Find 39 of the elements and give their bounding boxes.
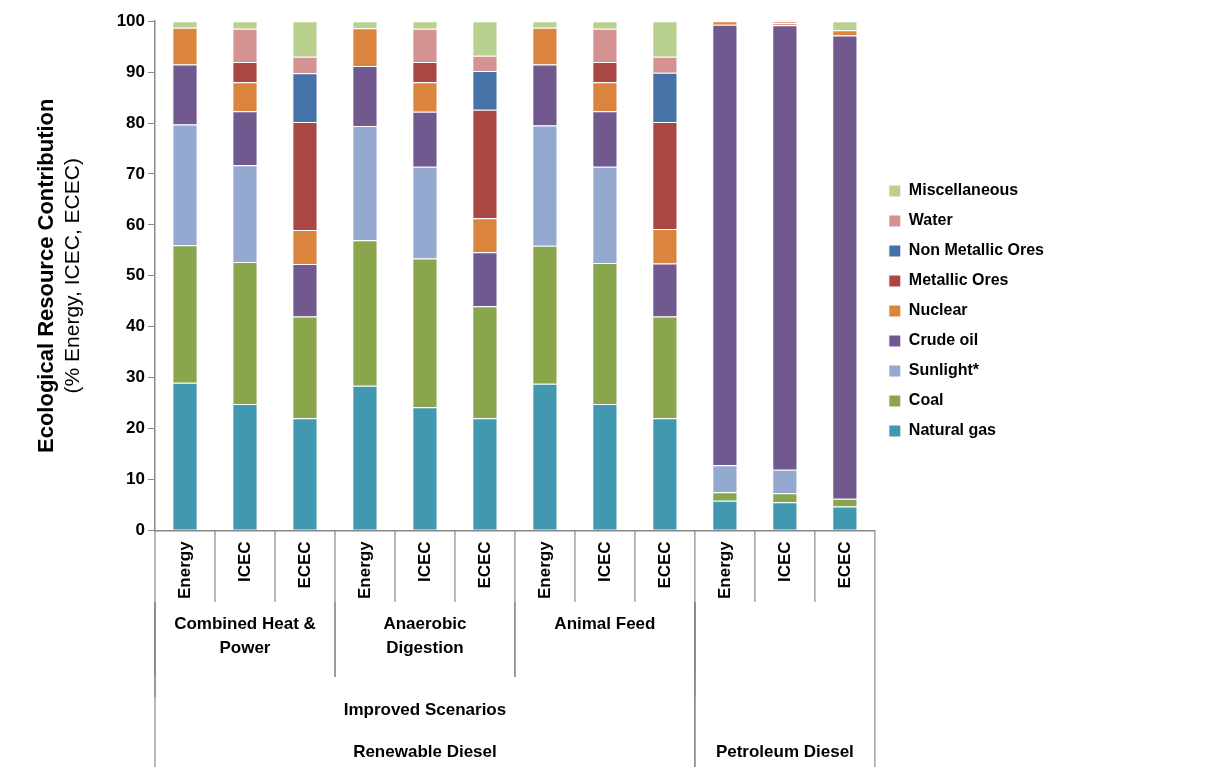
y-tick-label: 20 — [126, 418, 145, 438]
y-tick-label: 40 — [126, 316, 145, 336]
legend-label: Coal — [908, 391, 944, 409]
x-tick-label: ICEC — [414, 541, 434, 582]
x-tick-label: ECEC — [474, 541, 494, 589]
x-tick-label: Energy — [354, 540, 374, 600]
y-tick-label: 70 — [126, 163, 145, 183]
y-tick-label: 90 — [126, 61, 145, 81]
x-tick-label: ICEC — [234, 541, 254, 582]
y-tick-label: 50 — [126, 265, 145, 285]
y-tick-label: 80 — [126, 112, 145, 132]
legend-label: Water — [908, 211, 953, 229]
x-tick-label: ECEC — [834, 541, 854, 589]
legend-label: Nuclear — [908, 301, 968, 319]
text: Petroleum Diesel — [715, 741, 854, 761]
y-tick-label: 60 — [126, 214, 145, 234]
legend-label: Miscellaneous — [908, 181, 1019, 199]
x-tick-label: ECEC — [654, 541, 674, 589]
y-tick-label: 0 — [135, 520, 145, 540]
y-axis-title: Ecological Resource Contribution (% Energy, ICEC, ECEC) — [33, 98, 83, 454]
legend-label: Sunlight* — [908, 361, 980, 379]
legend-label: Crude oil — [908, 331, 979, 349]
text: Combined Heat & Power — [174, 613, 316, 657]
y-tick-label: 10 — [126, 469, 145, 489]
legend-label: Non Metallic Ores — [908, 241, 1045, 259]
text: Anaerobic Digestion — [383, 613, 467, 657]
text: Renewable Diesel — [353, 741, 497, 761]
x-tick-label: ECEC — [294, 541, 314, 589]
x-tick-label: ICEC — [594, 541, 614, 582]
legend-label: Natural gas — [908, 421, 997, 439]
text: Improved Scenarios — [343, 699, 507, 719]
y-tick-label: 30 — [126, 367, 145, 387]
y-tick-label: 100 — [116, 10, 145, 30]
text: Animal Feed — [554, 613, 656, 633]
x-tick-label: Energy — [534, 540, 554, 600]
x-tick-label: ICEC — [774, 541, 794, 582]
legend-label: Metallic Ores — [908, 271, 1009, 289]
x-tick-label: Energy — [714, 540, 734, 600]
x-tick-label: Energy — [174, 540, 194, 600]
